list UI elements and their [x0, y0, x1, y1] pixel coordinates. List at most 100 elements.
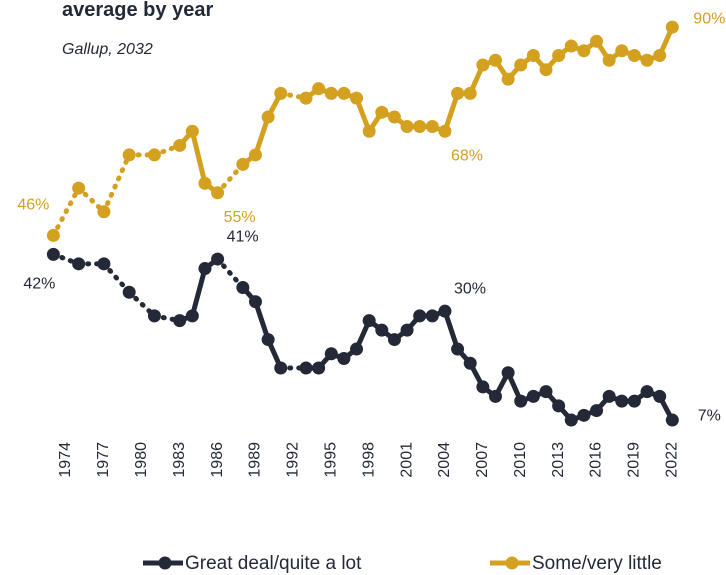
data-point [122, 148, 136, 162]
data-point [46, 228, 60, 242]
x-tick-label: 2019 [626, 442, 643, 478]
data-point [236, 157, 250, 171]
legend-marker [158, 556, 172, 570]
data-point [552, 49, 566, 63]
data-point [337, 352, 351, 366]
data-point [539, 63, 553, 77]
data-point [46, 247, 60, 261]
data-point [362, 124, 376, 138]
data-point [476, 58, 490, 72]
line-segment-dotted [101, 152, 132, 215]
chart-subtitle: Gallup, 2032 [62, 41, 153, 58]
line-segment [189, 128, 208, 186]
legend-label: Some/very little [532, 553, 662, 574]
x-tick-label: 2010 [512, 442, 529, 478]
data-point [350, 91, 364, 105]
data-point [147, 309, 161, 323]
line-segment [252, 114, 271, 158]
data-label: 7% [698, 407, 721, 424]
legend-marker [505, 556, 519, 570]
data-point [400, 323, 414, 337]
data-point [97, 205, 111, 219]
data-label: 42% [23, 276, 55, 293]
data-point [488, 389, 502, 403]
data-point [248, 295, 262, 309]
data-point [590, 34, 604, 48]
data-point [299, 361, 313, 375]
data-point [615, 44, 629, 58]
line-segment [189, 266, 208, 319]
data-point [274, 86, 288, 100]
data-point [438, 304, 452, 318]
data-point [413, 309, 427, 323]
data-label: 68% [451, 147, 483, 164]
data-point [173, 314, 187, 328]
data-point [400, 120, 414, 134]
data-point [602, 53, 616, 67]
x-tick-label: 1980 [133, 442, 150, 478]
data-point [261, 110, 275, 124]
data-point [362, 314, 376, 328]
data-point [387, 333, 401, 347]
x-tick-label: 1992 [285, 442, 302, 478]
data-point [261, 333, 275, 347]
data-point [375, 323, 389, 337]
data-point [274, 361, 288, 375]
data-point [640, 53, 654, 67]
line-segment [252, 299, 271, 343]
data-point [577, 408, 591, 422]
data-point [501, 72, 515, 86]
line-segment-dotted [50, 185, 82, 238]
data-point [185, 309, 199, 323]
data-point [590, 404, 604, 418]
data-point [665, 413, 679, 427]
data-point [312, 361, 326, 375]
x-tick-label: 2004 [436, 442, 453, 478]
data-point [627, 394, 641, 408]
data-point [653, 49, 667, 63]
data-point [438, 124, 452, 138]
data-point [640, 385, 654, 399]
data-point [552, 399, 566, 413]
data-point [463, 356, 477, 370]
x-tick-label: 1983 [171, 442, 188, 478]
x-tick-label: 1977 [95, 442, 112, 478]
data-point [324, 347, 338, 361]
data-point [564, 413, 578, 427]
x-tick-label: 1989 [247, 442, 264, 478]
data-point [413, 120, 427, 134]
data-point [324, 86, 338, 100]
data-point [451, 86, 465, 100]
data-point [476, 380, 490, 394]
legend-label: Great deal/quite a lot [185, 553, 362, 574]
line-segment-dotted [215, 161, 246, 196]
x-tick-label: 2001 [398, 442, 415, 478]
data-point [198, 262, 212, 276]
data-point [312, 82, 326, 96]
data-point [514, 394, 528, 408]
data-point [211, 252, 225, 266]
data-label: 41% [227, 228, 259, 245]
data-point [501, 366, 515, 380]
data-point [122, 285, 136, 299]
line-segment-dotted [101, 261, 132, 295]
data-point [653, 389, 667, 403]
data-point [387, 110, 401, 124]
data-point [375, 105, 389, 119]
data-point [526, 49, 540, 63]
data-label: 90% [693, 10, 725, 27]
data-point [615, 394, 629, 408]
data-point [173, 138, 187, 152]
x-tick-label: 2013 [550, 442, 567, 478]
data-point [147, 148, 161, 162]
data-point [451, 342, 465, 356]
x-tick-label: 2016 [588, 442, 605, 478]
x-tick-label: 1986 [209, 442, 226, 478]
data-point [463, 86, 477, 100]
data-point [248, 148, 262, 162]
data-point [577, 44, 591, 58]
data-point [72, 257, 86, 271]
data-point [299, 91, 313, 105]
data-point [602, 389, 616, 403]
